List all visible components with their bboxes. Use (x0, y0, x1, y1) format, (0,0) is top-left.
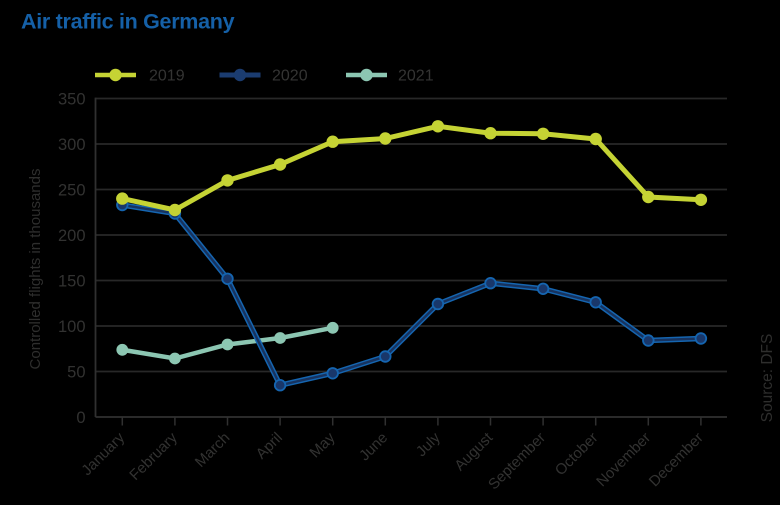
svg-text:50: 50 (67, 363, 85, 381)
svg-text:300: 300 (58, 136, 86, 154)
svg-text:250: 250 (58, 181, 86, 199)
svg-text:Air traffic in Germany: Air traffic in Germany (21, 9, 235, 33)
svg-text:Controlled flights in thousand: Controlled flights in thousands (27, 169, 44, 370)
svg-text:2020: 2020 (272, 68, 308, 85)
svg-text:350: 350 (58, 90, 86, 108)
svg-text:2021: 2021 (398, 68, 434, 85)
svg-text:200: 200 (58, 227, 86, 245)
svg-text:2019: 2019 (149, 68, 185, 85)
svg-text:150: 150 (58, 272, 86, 290)
svg-text:0: 0 (76, 409, 85, 427)
svg-text:100: 100 (58, 318, 86, 336)
svg-text:Source: DFS: Source: DFS (759, 334, 776, 423)
